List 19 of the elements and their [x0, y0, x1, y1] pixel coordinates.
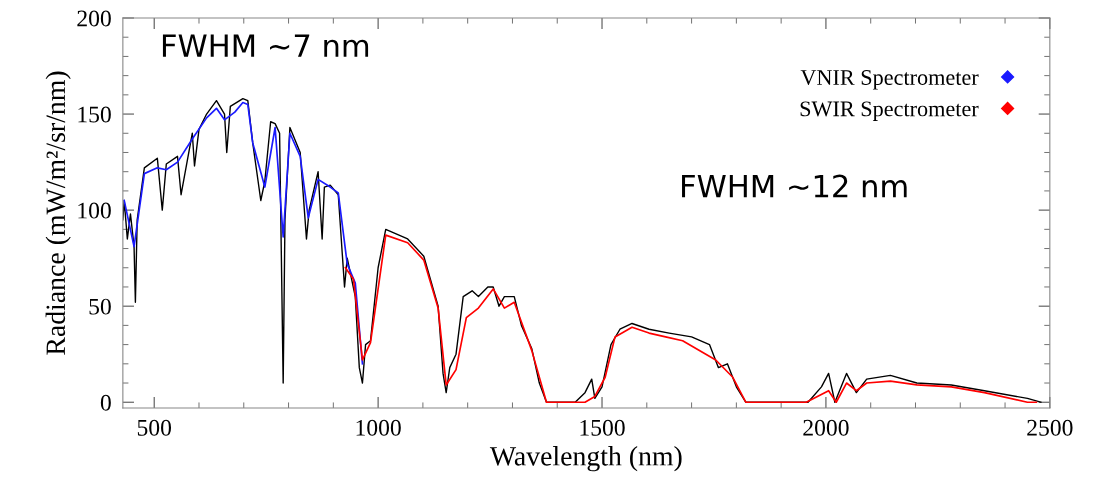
annotation: FWHM ~12 nm — [682, 174, 907, 198]
x-tick-label: 1000 — [356, 419, 401, 436]
line-series — [123, 101, 364, 365]
y-tick-label: 0 — [100, 394, 111, 411]
line-series — [122, 97, 1042, 403]
annotation: FWHM ~7 nm — [162, 34, 369, 57]
y-tick-label: 100 — [78, 202, 111, 219]
y-axis-title: Radiance (mW/m²/sr/nm) — [45, 71, 71, 355]
legend-label: SWIR Spectrometer — [800, 101, 979, 121]
y-tick-label: 50 — [89, 298, 111, 315]
legend-label: VNIR Spectrometer — [800, 70, 979, 90]
y-tick-label: 150 — [78, 106, 111, 123]
x-axis-title: Wavelength (nm) — [489, 446, 682, 472]
y-tick-label: 200 — [77, 10, 111, 27]
line-series — [344, 234, 1038, 404]
x-tick-label: 1500 — [580, 419, 625, 436]
x-tick-label: 2500 — [1027, 419, 1073, 436]
x-tick-label: 2000 — [803, 419, 849, 436]
x-tick-label: 500 — [137, 419, 172, 436]
